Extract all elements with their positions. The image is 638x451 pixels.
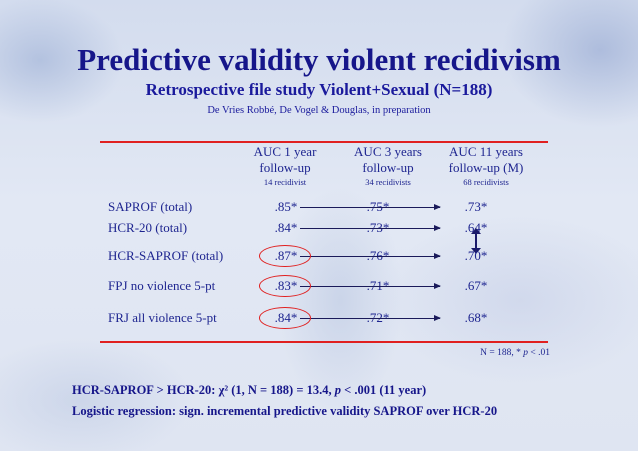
slide-title: Predictive validity violent recidivism [77, 42, 561, 77]
table-footnote: N = 188, * p < .01 [440, 348, 550, 358]
column-header-line1: AUC 3 years [354, 144, 422, 159]
double-arrow-icon [475, 232, 477, 248]
column-header-note: 14 recidivist [263, 177, 307, 187]
column-header-line2: follow-up [362, 160, 414, 175]
highlight-ellipse [259, 245, 311, 267]
footnote-p: p [523, 348, 529, 358]
value-cell: .71* [366, 278, 390, 293]
value-cell: .67* [464, 278, 488, 293]
arrow-right-icon [300, 283, 441, 289]
row-label-fpj: FPJ no violence 5-pt [108, 278, 216, 293]
arrow-right-icon [300, 315, 441, 321]
column-header-note: 68 recidivists [463, 177, 509, 187]
column-header-line2: follow-up (M) [448, 160, 524, 175]
value-cell: .76* [366, 248, 390, 263]
chi-square-result: HCR-SAPROF > HCR-20: χ² (1, N = 188) = 1… [72, 383, 426, 398]
column-header-note: 34 recidivists [365, 177, 411, 187]
value-cell: .72* [366, 310, 390, 325]
arrow-right-icon [300, 225, 441, 231]
regression-result: Logistic regression: sign. incremental p… [72, 404, 498, 418]
value-cell: .73* [366, 220, 390, 235]
arrow-right-icon [300, 253, 441, 259]
column-header-line1: AUC 1 year [253, 144, 317, 159]
value-cell: .84* [274, 220, 298, 235]
row-label-saprof: SAPROF (total) [108, 199, 193, 214]
row-label-frj: FRJ all violence 5-pt [108, 310, 217, 325]
value-cell: .73* [464, 199, 488, 214]
footnote-prefix: N = 188, * [480, 348, 524, 358]
bottom-rule [100, 341, 548, 343]
footnote-suffix: < .01 [528, 348, 550, 358]
row-label-hcr-saprof: HCR-SAPROF (total) [108, 248, 224, 263]
authors-citation: De Vries Robbé, De Vogel & Douglas, in p… [207, 105, 431, 116]
value-cell: .68* [464, 310, 488, 325]
highlight-ellipse [259, 307, 311, 329]
double-arrow-heads-icon [471, 228, 481, 254]
chi-square-text: HCR-SAPROF > HCR-20: χ² (1, N = 188) = 1… [72, 383, 335, 397]
column-header-11-years: AUC 11 years follow-up (M) 68 recidivist… [431, 144, 541, 188]
column-header-1-year: AUC 1 year follow-up 14 recidivist [230, 144, 340, 188]
value-cell: .64* [464, 220, 488, 235]
chi-square-suffix: < .001 (11 year) [340, 383, 427, 397]
row-label-hcr20: HCR-20 (total) [108, 220, 188, 235]
column-header-3-years: AUC 3 years follow-up 34 recidivists [333, 144, 443, 188]
column-header-line1: AUC 11 years [449, 144, 523, 159]
value-cell: .75* [366, 199, 390, 214]
value-cell: .70* [464, 248, 488, 263]
arrow-right-icon [300, 204, 441, 210]
value-cell: .85* [274, 199, 298, 214]
column-header-line2: follow-up [259, 160, 311, 175]
top-rule [100, 141, 548, 143]
chi-square-p: p [334, 383, 341, 397]
slide-subtitle: Retrospective file study Violent+Sexual … [145, 80, 493, 99]
highlight-ellipse [259, 275, 311, 297]
